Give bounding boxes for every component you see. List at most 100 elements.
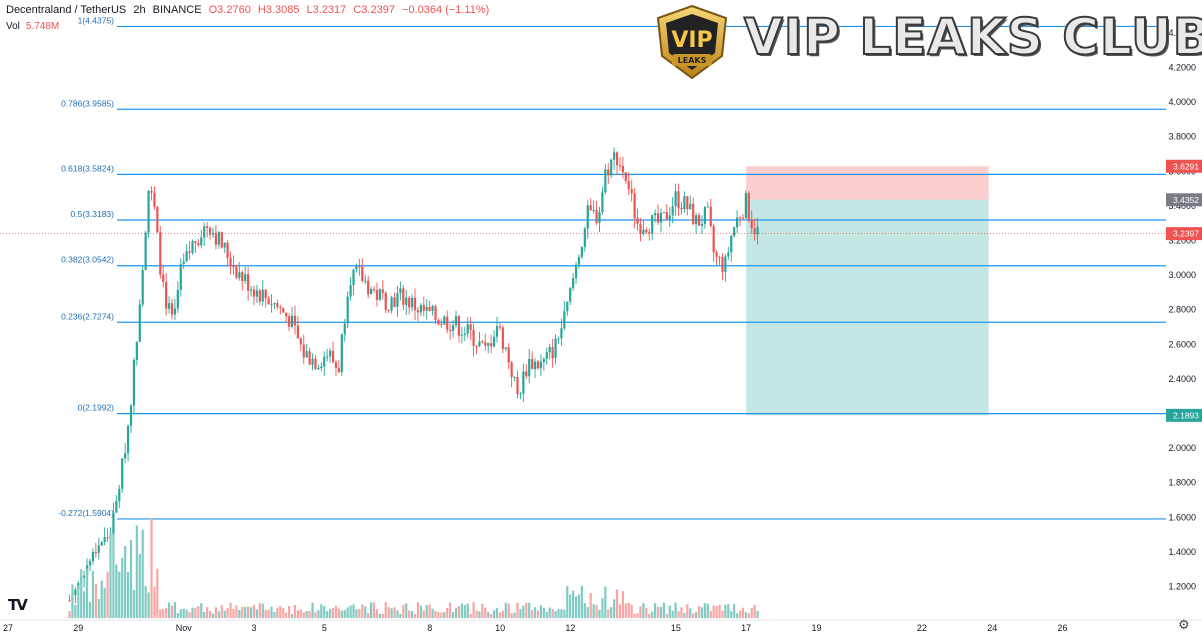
candle-body[interactable] (560, 328, 563, 339)
candle-body[interactable] (501, 327, 504, 349)
candle-body[interactable] (434, 306, 437, 321)
candle-body[interactable] (750, 219, 753, 229)
candle-body[interactable] (170, 303, 174, 315)
candle-body[interactable] (185, 251, 188, 262)
candle-body[interactable] (481, 341, 484, 343)
candle-body[interactable] (132, 360, 136, 406)
candle-body[interactable] (264, 289, 267, 299)
candle-body[interactable] (443, 316, 446, 325)
candle-body[interactable] (162, 274, 165, 282)
candle-body[interactable] (624, 172, 627, 182)
candle-body[interactable] (317, 368, 320, 370)
candle-body[interactable] (528, 358, 531, 377)
candle-body[interactable] (293, 315, 297, 326)
candle-body[interactable] (683, 196, 686, 210)
candle-body[interactable] (615, 152, 619, 166)
candle-body[interactable] (413, 297, 417, 311)
candle-body[interactable] (422, 305, 425, 311)
candle-body[interactable] (247, 274, 250, 291)
candle-body[interactable] (83, 575, 86, 578)
candle-body[interactable] (416, 310, 420, 313)
candle-body[interactable] (121, 458, 124, 489)
candle-body[interactable] (449, 329, 452, 332)
candle-body[interactable] (103, 537, 106, 542)
candle-body[interactable] (563, 311, 566, 329)
candle-body[interactable] (223, 242, 226, 248)
candle-body[interactable] (475, 346, 478, 348)
candle-body[interactable] (358, 266, 361, 268)
candle-body[interactable] (419, 305, 422, 313)
candle-body[interactable] (200, 237, 203, 246)
candle-body[interactable] (91, 552, 95, 562)
candle-body[interactable] (700, 223, 704, 226)
candle-body[interactable] (115, 501, 118, 513)
candle-body[interactable] (390, 297, 393, 311)
candle-body[interactable] (97, 545, 100, 553)
candle-body[interactable] (165, 281, 168, 309)
candle-body[interactable] (340, 334, 343, 373)
candle-body[interactable] (598, 212, 601, 223)
candle-body[interactable] (384, 292, 387, 310)
candle-body[interactable] (610, 159, 613, 176)
candle-body[interactable] (659, 212, 663, 223)
candle-body[interactable] (727, 252, 730, 257)
candle-body[interactable] (536, 361, 540, 369)
candle-body[interactable] (232, 265, 235, 267)
candle-body[interactable] (457, 316, 461, 336)
candle-body[interactable] (531, 358, 534, 370)
candle-body[interactable] (741, 217, 745, 219)
candle-body[interactable] (267, 298, 270, 305)
candle-body[interactable] (548, 347, 551, 353)
candle-body[interactable] (589, 205, 592, 211)
candle-body[interactable] (519, 393, 522, 395)
candle-body[interactable] (144, 232, 147, 271)
candle-body[interactable] (147, 190, 150, 233)
candle-body[interactable] (156, 206, 159, 233)
candle-body[interactable] (214, 232, 218, 245)
candle-body[interactable] (621, 165, 625, 173)
candle-body[interactable] (689, 203, 692, 210)
candle-body[interactable] (654, 213, 657, 216)
candle-body[interactable] (369, 288, 373, 295)
candle-body[interactable] (320, 366, 323, 369)
stop-loss-zone[interactable] (746, 166, 989, 200)
candle-body[interactable] (206, 226, 209, 228)
candle-body[interactable] (153, 192, 156, 207)
candle-body[interactable] (249, 289, 253, 291)
candle-body[interactable] (203, 226, 206, 238)
candle-body[interactable] (305, 351, 308, 358)
candle-body[interactable] (173, 308, 177, 315)
candle-body[interactable] (408, 297, 411, 308)
candle-body[interactable] (331, 350, 335, 363)
candle-body[interactable] (361, 266, 364, 281)
candle-body[interactable] (533, 361, 537, 370)
candle-body[interactable] (695, 215, 698, 225)
take-profit-zone[interactable] (746, 199, 989, 416)
candle-body[interactable] (191, 241, 194, 253)
candle-body[interactable] (601, 192, 604, 213)
candle-body[interactable] (554, 338, 557, 359)
candle-body[interactable] (261, 289, 264, 302)
candle-body[interactable] (208, 227, 212, 235)
candle-body[interactable] (375, 290, 379, 300)
candle-body[interactable] (484, 342, 487, 346)
candle-body[interactable] (150, 190, 153, 193)
candle-body[interactable] (285, 312, 288, 317)
candle-body[interactable] (252, 289, 256, 297)
candle-body[interactable] (329, 350, 332, 357)
candle-body[interactable] (583, 228, 586, 247)
candle-body[interactable] (645, 229, 648, 233)
candle-body[interactable] (282, 308, 285, 313)
candle-body[interactable] (574, 264, 578, 279)
candle-body[interactable] (557, 338, 560, 340)
candle-body[interactable] (194, 241, 197, 243)
candle-body[interactable] (235, 266, 238, 278)
candle-body[interactable] (396, 293, 399, 307)
gear-icon[interactable]: ⚙ (1178, 617, 1190, 632)
candle-body[interactable] (495, 326, 499, 337)
candle-body[interactable] (112, 512, 115, 536)
candle-body[interactable] (288, 316, 291, 327)
candle-body[interactable] (428, 306, 431, 311)
candle-body[interactable] (273, 303, 276, 305)
